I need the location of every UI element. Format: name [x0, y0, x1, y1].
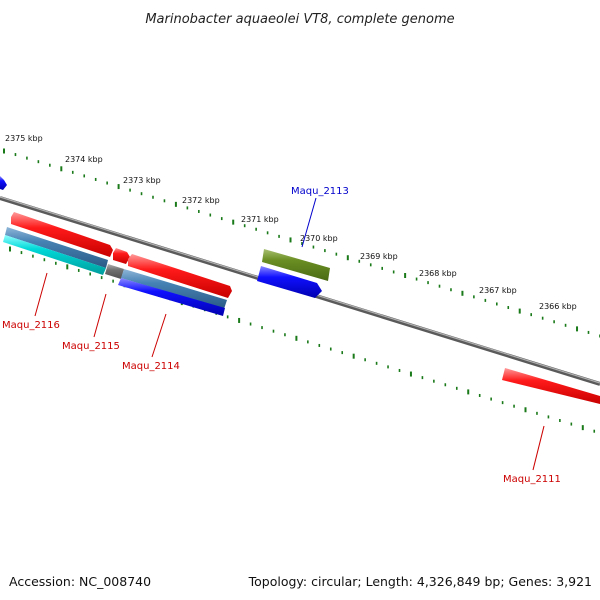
scale-label: 2371 kbp: [241, 215, 279, 224]
leader-line: [151, 313, 167, 358]
gene-arrow-blue[interactable]: [0, 176, 7, 190]
leader-line: [34, 272, 48, 317]
scale-label: 2368 kbp: [419, 269, 457, 278]
leader-line: [93, 293, 107, 338]
scale-label: 2367 kbp: [479, 286, 517, 295]
gene-label[interactable]: Maqu_2113: [291, 186, 349, 197]
gene-block-olive[interactable]: [262, 249, 330, 281]
gene-label[interactable]: Maqu_2111: [503, 474, 561, 485]
gene-arrow-blue[interactable]: [257, 266, 322, 298]
scale-label: 2373 kbp: [123, 176, 161, 185]
gene-arrow-red[interactable]: [11, 212, 113, 257]
gene-block-grey[interactable]: [105, 264, 124, 279]
gene-arrow-red[interactable]: [502, 368, 600, 404]
label-leaders: [34, 197, 545, 471]
topology-summary: Topology: circular; Length: 4,326,849 bp…: [248, 574, 592, 589]
scale-labels: 2375 kbp 2374 kbp 2373 kbp 2372 kbp 2371…: [5, 134, 577, 311]
leader-line: [301, 197, 317, 248]
gene-label[interactable]: Maqu_2115: [62, 341, 120, 352]
lower-tick-row: [9, 246, 596, 433]
scale-label: 2374 kbp: [65, 155, 103, 164]
gene-labels: Maqu_2113 Maqu_2116 Maqu_2115 Maqu_2114 …: [2, 186, 561, 485]
leader-line: [532, 425, 545, 471]
gene-arrow-red[interactable]: [128, 254, 232, 298]
gene-label[interactable]: Maqu_2114: [122, 361, 180, 372]
gene-block-steel[interactable]: [5, 227, 108, 268]
scale-label: 2372 kbp: [182, 196, 220, 205]
scale-label: 2375 kbp: [5, 134, 43, 143]
gene-label[interactable]: Maqu_2116: [2, 320, 60, 331]
upper-tick-row: [3, 148, 600, 338]
scale-label: 2369 kbp: [360, 252, 398, 261]
gene-block-blue[interactable]: [118, 278, 225, 316]
scale-label: 2370 kbp: [300, 234, 338, 243]
scale-label: 2366 kbp: [539, 302, 577, 311]
gene-block-cyan[interactable]: [3, 235, 106, 275]
gene-features: [0, 176, 600, 404]
accession-text: Accession: NC_008740: [9, 574, 151, 589]
gene-block-steel[interactable]: [121, 269, 227, 309]
map-title: Marinobacter aquaeolei VT8, complete gen…: [145, 12, 454, 27]
gene-arrow-red-small[interactable]: [113, 248, 130, 264]
